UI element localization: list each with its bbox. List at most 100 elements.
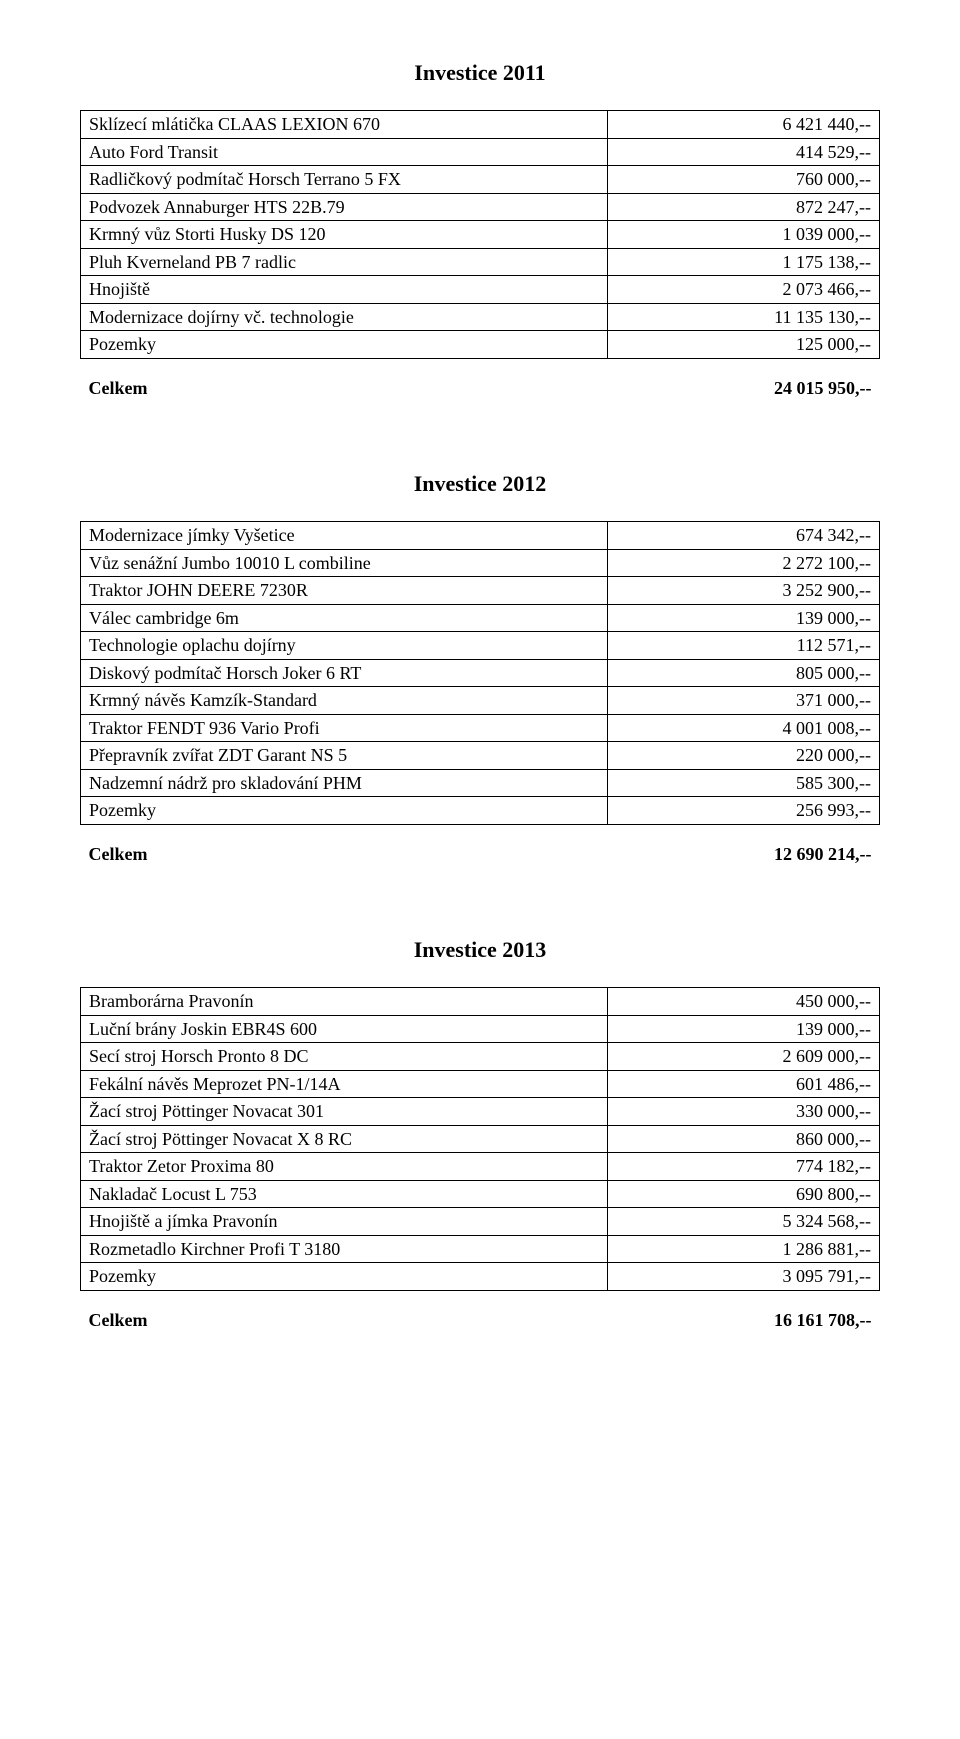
- row-label: Fekální návěs Meprozet PN-1/14A: [81, 1070, 608, 1098]
- row-value: 139 000,--: [608, 1015, 880, 1043]
- table-row: Modernizace dojírny vč. technologie11 13…: [81, 303, 880, 331]
- row-label: Pluh Kverneland PB 7 radlic: [81, 248, 608, 276]
- section-title: Investice 2012: [80, 471, 880, 497]
- table-row: Secí stroj Horsch Pronto 8 DC2 609 000,-…: [81, 1043, 880, 1071]
- total-value: 12 690 214,--: [608, 824, 880, 867]
- row-value: 2 272 100,--: [608, 549, 880, 577]
- table-row: Fekální návěs Meprozet PN-1/14A601 486,-…: [81, 1070, 880, 1098]
- row-label: Technologie oplachu dojírny: [81, 632, 608, 660]
- total-value: 16 161 708,--: [608, 1290, 880, 1333]
- row-value: 1 039 000,--: [608, 221, 880, 249]
- row-label: Žací stroj Pöttinger Novacat 301: [81, 1098, 608, 1126]
- row-value: 674 342,--: [608, 522, 880, 550]
- section: Investice 2012 Modernizace jímky Vyšetice…: [80, 471, 880, 867]
- row-value: 860 000,--: [608, 1125, 880, 1153]
- row-value: 5 324 568,--: [608, 1208, 880, 1236]
- row-value: 3 252 900,--: [608, 577, 880, 605]
- total-row: Celkem12 690 214,--: [81, 824, 880, 867]
- row-value: 414 529,--: [608, 138, 880, 166]
- row-label: Hnojiště: [81, 276, 608, 304]
- table-row: Nadzemní nádrž pro skladování PHM585 300…: [81, 769, 880, 797]
- row-label: Rozmetadlo Kirchner Profi T 3180: [81, 1235, 608, 1263]
- table-row: Přepravník zvířat ZDT Garant NS 5220 000…: [81, 742, 880, 770]
- table-row: Krmný vůz Storti Husky DS 1201 039 000,-…: [81, 221, 880, 249]
- row-label: Krmný vůz Storti Husky DS 120: [81, 221, 608, 249]
- row-value: 601 486,--: [608, 1070, 880, 1098]
- section-title: Investice 2011: [80, 60, 880, 86]
- row-label: Sklízecí mlátička CLAAS LEXION 670: [81, 111, 608, 139]
- row-label: Nakladač Locust L 753: [81, 1180, 608, 1208]
- table-row: Traktor JOHN DEERE 7230R3 252 900,--: [81, 577, 880, 605]
- row-label: Pozemky: [81, 797, 608, 825]
- row-label: Modernizace dojírny vč. technologie: [81, 303, 608, 331]
- investment-table: Modernizace jímky Vyšetice674 342,--Vůz …: [80, 521, 880, 867]
- table-row: Pozemky125 000,--: [81, 331, 880, 359]
- table-row: Technologie oplachu dojírny112 571,--: [81, 632, 880, 660]
- row-label: Modernizace jímky Vyšetice: [81, 522, 608, 550]
- row-label: Diskový podmítač Horsch Joker 6 RT: [81, 659, 608, 687]
- row-value: 330 000,--: [608, 1098, 880, 1126]
- row-value: 774 182,--: [608, 1153, 880, 1181]
- row-value: 371 000,--: [608, 687, 880, 715]
- row-label: Bramborárna Pravonín: [81, 988, 608, 1016]
- row-value: 2 609 000,--: [608, 1043, 880, 1071]
- row-label: Luční brány Joskin EBR4S 600: [81, 1015, 608, 1043]
- row-value: 139 000,--: [608, 604, 880, 632]
- row-label: Traktor JOHN DEERE 7230R: [81, 577, 608, 605]
- row-value: 2 073 466,--: [608, 276, 880, 304]
- row-label: Hnojiště a jímka Pravonín: [81, 1208, 608, 1236]
- row-value: 125 000,--: [608, 331, 880, 359]
- row-value: 220 000,--: [608, 742, 880, 770]
- table-row: Podvozek Annaburger HTS 22B.79872 247,--: [81, 193, 880, 221]
- row-value: 1 175 138,--: [608, 248, 880, 276]
- row-value: 1 286 881,--: [608, 1235, 880, 1263]
- table-row: Žací stroj Pöttinger Novacat 301330 000,…: [81, 1098, 880, 1126]
- table-row: Pluh Kverneland PB 7 radlic1 175 138,--: [81, 248, 880, 276]
- row-label: Secí stroj Horsch Pronto 8 DC: [81, 1043, 608, 1071]
- table-row: Rozmetadlo Kirchner Profi T 31801 286 88…: [81, 1235, 880, 1263]
- row-label: Auto Ford Transit: [81, 138, 608, 166]
- row-value: 11 135 130,--: [608, 303, 880, 331]
- total-label: Celkem: [81, 1290, 608, 1333]
- section: Investice 2011 Sklízecí mlátička CLAAS LE…: [80, 60, 880, 401]
- table-row: Hnojiště a jímka Pravonín5 324 568,--: [81, 1208, 880, 1236]
- table-row: Auto Ford Transit414 529,--: [81, 138, 880, 166]
- row-label: Přepravník zvířat ZDT Garant NS 5: [81, 742, 608, 770]
- row-label: Pozemky: [81, 331, 608, 359]
- row-label: Traktor Zetor Proxima 80: [81, 1153, 608, 1181]
- row-label: Krmný návěs Kamzík-Standard: [81, 687, 608, 715]
- row-value: 872 247,--: [608, 193, 880, 221]
- row-value: 256 993,--: [608, 797, 880, 825]
- table-row: Modernizace jímky Vyšetice674 342,--: [81, 522, 880, 550]
- total-value: 24 015 950,--: [608, 358, 880, 401]
- table-row: Hnojiště2 073 466,--: [81, 276, 880, 304]
- row-label: Nadzemní nádrž pro skladování PHM: [81, 769, 608, 797]
- table-row: Krmný návěs Kamzík-Standard371 000,--: [81, 687, 880, 715]
- total-label: Celkem: [81, 358, 608, 401]
- row-value: 690 800,--: [608, 1180, 880, 1208]
- row-value: 4 001 008,--: [608, 714, 880, 742]
- section-title: Investice 2013: [80, 937, 880, 963]
- row-label: Traktor FENDT 936 Vario Profi: [81, 714, 608, 742]
- row-value: 3 095 791,--: [608, 1263, 880, 1291]
- row-value: 760 000,--: [608, 166, 880, 194]
- table-row: Radličkový podmítač Horsch Terrano 5 FX7…: [81, 166, 880, 194]
- total-label: Celkem: [81, 824, 608, 867]
- table-row: Pozemky3 095 791,--: [81, 1263, 880, 1291]
- section: Investice 2013 Bramborárna Pravonín450 00…: [80, 937, 880, 1333]
- table-row: Traktor FENDT 936 Vario Profi4 001 008,-…: [81, 714, 880, 742]
- table-row: Válec cambridge 6m139 000,--: [81, 604, 880, 632]
- table-row: Traktor Zetor Proxima 80774 182,--: [81, 1153, 880, 1181]
- table-row: Nakladač Locust L 753690 800,--: [81, 1180, 880, 1208]
- row-value: 585 300,--: [608, 769, 880, 797]
- total-row: Celkem16 161 708,--: [81, 1290, 880, 1333]
- investment-table: Bramborárna Pravonín450 000,--Luční brán…: [80, 987, 880, 1333]
- row-label: Vůz senážní Jumbo 10010 L combiline: [81, 549, 608, 577]
- table-row: Luční brány Joskin EBR4S 600139 000,--: [81, 1015, 880, 1043]
- row-value: 805 000,--: [608, 659, 880, 687]
- row-value: 112 571,--: [608, 632, 880, 660]
- row-label: Radličkový podmítač Horsch Terrano 5 FX: [81, 166, 608, 194]
- row-label: Žací stroj Pöttinger Novacat X 8 RC: [81, 1125, 608, 1153]
- table-row: Diskový podmítač Horsch Joker 6 RT805 00…: [81, 659, 880, 687]
- table-row: Žací stroj Pöttinger Novacat X 8 RC860 0…: [81, 1125, 880, 1153]
